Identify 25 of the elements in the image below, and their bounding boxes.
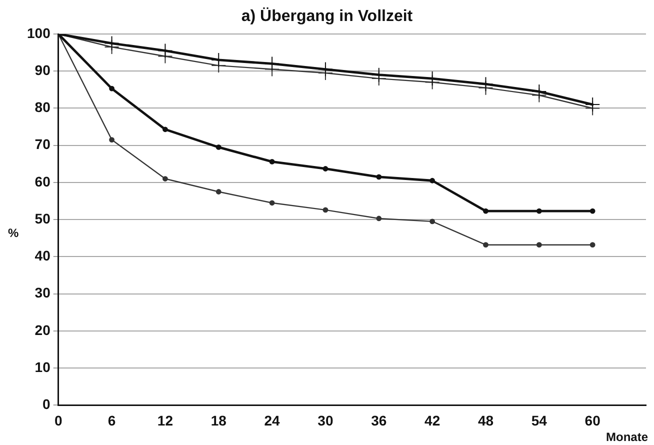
y-tick-label: 60	[34, 173, 51, 190]
x-tick-label: 30	[318, 412, 334, 428]
x-axis-title: Monate	[606, 430, 648, 444]
x-tick-label: 0	[54, 412, 62, 428]
y-tick-label: 0	[42, 396, 51, 412]
x-tick-label: 6	[108, 412, 116, 428]
x-tick-label: 48	[478, 412, 494, 428]
y-axis-title: %	[8, 226, 19, 240]
chart-title: a) Übergang in Vollzeit	[240, 8, 414, 26]
y-tick-label: 80	[34, 99, 51, 116]
x-tick-label: 54	[531, 412, 548, 428]
x-tick-label: 42	[424, 412, 440, 428]
y-tick-label: 10	[34, 358, 51, 375]
y-tick-label: 90	[34, 62, 51, 78]
x-tick-label: 36	[371, 412, 387, 428]
y-tick-label: 40	[34, 248, 51, 264]
y-tick-label: 100	[27, 24, 51, 41]
x-tick-label: 60	[584, 412, 601, 428]
y-tick-label: 20	[34, 322, 51, 338]
y-tick-label: 50	[34, 210, 51, 226]
x-tick-label: 12	[157, 412, 174, 428]
x-tick-label: 24	[264, 412, 280, 428]
x-tick-label: 18	[210, 412, 227, 428]
y-tick-label: 70	[34, 136, 51, 152]
y-tick-label: 30	[34, 284, 51, 301]
